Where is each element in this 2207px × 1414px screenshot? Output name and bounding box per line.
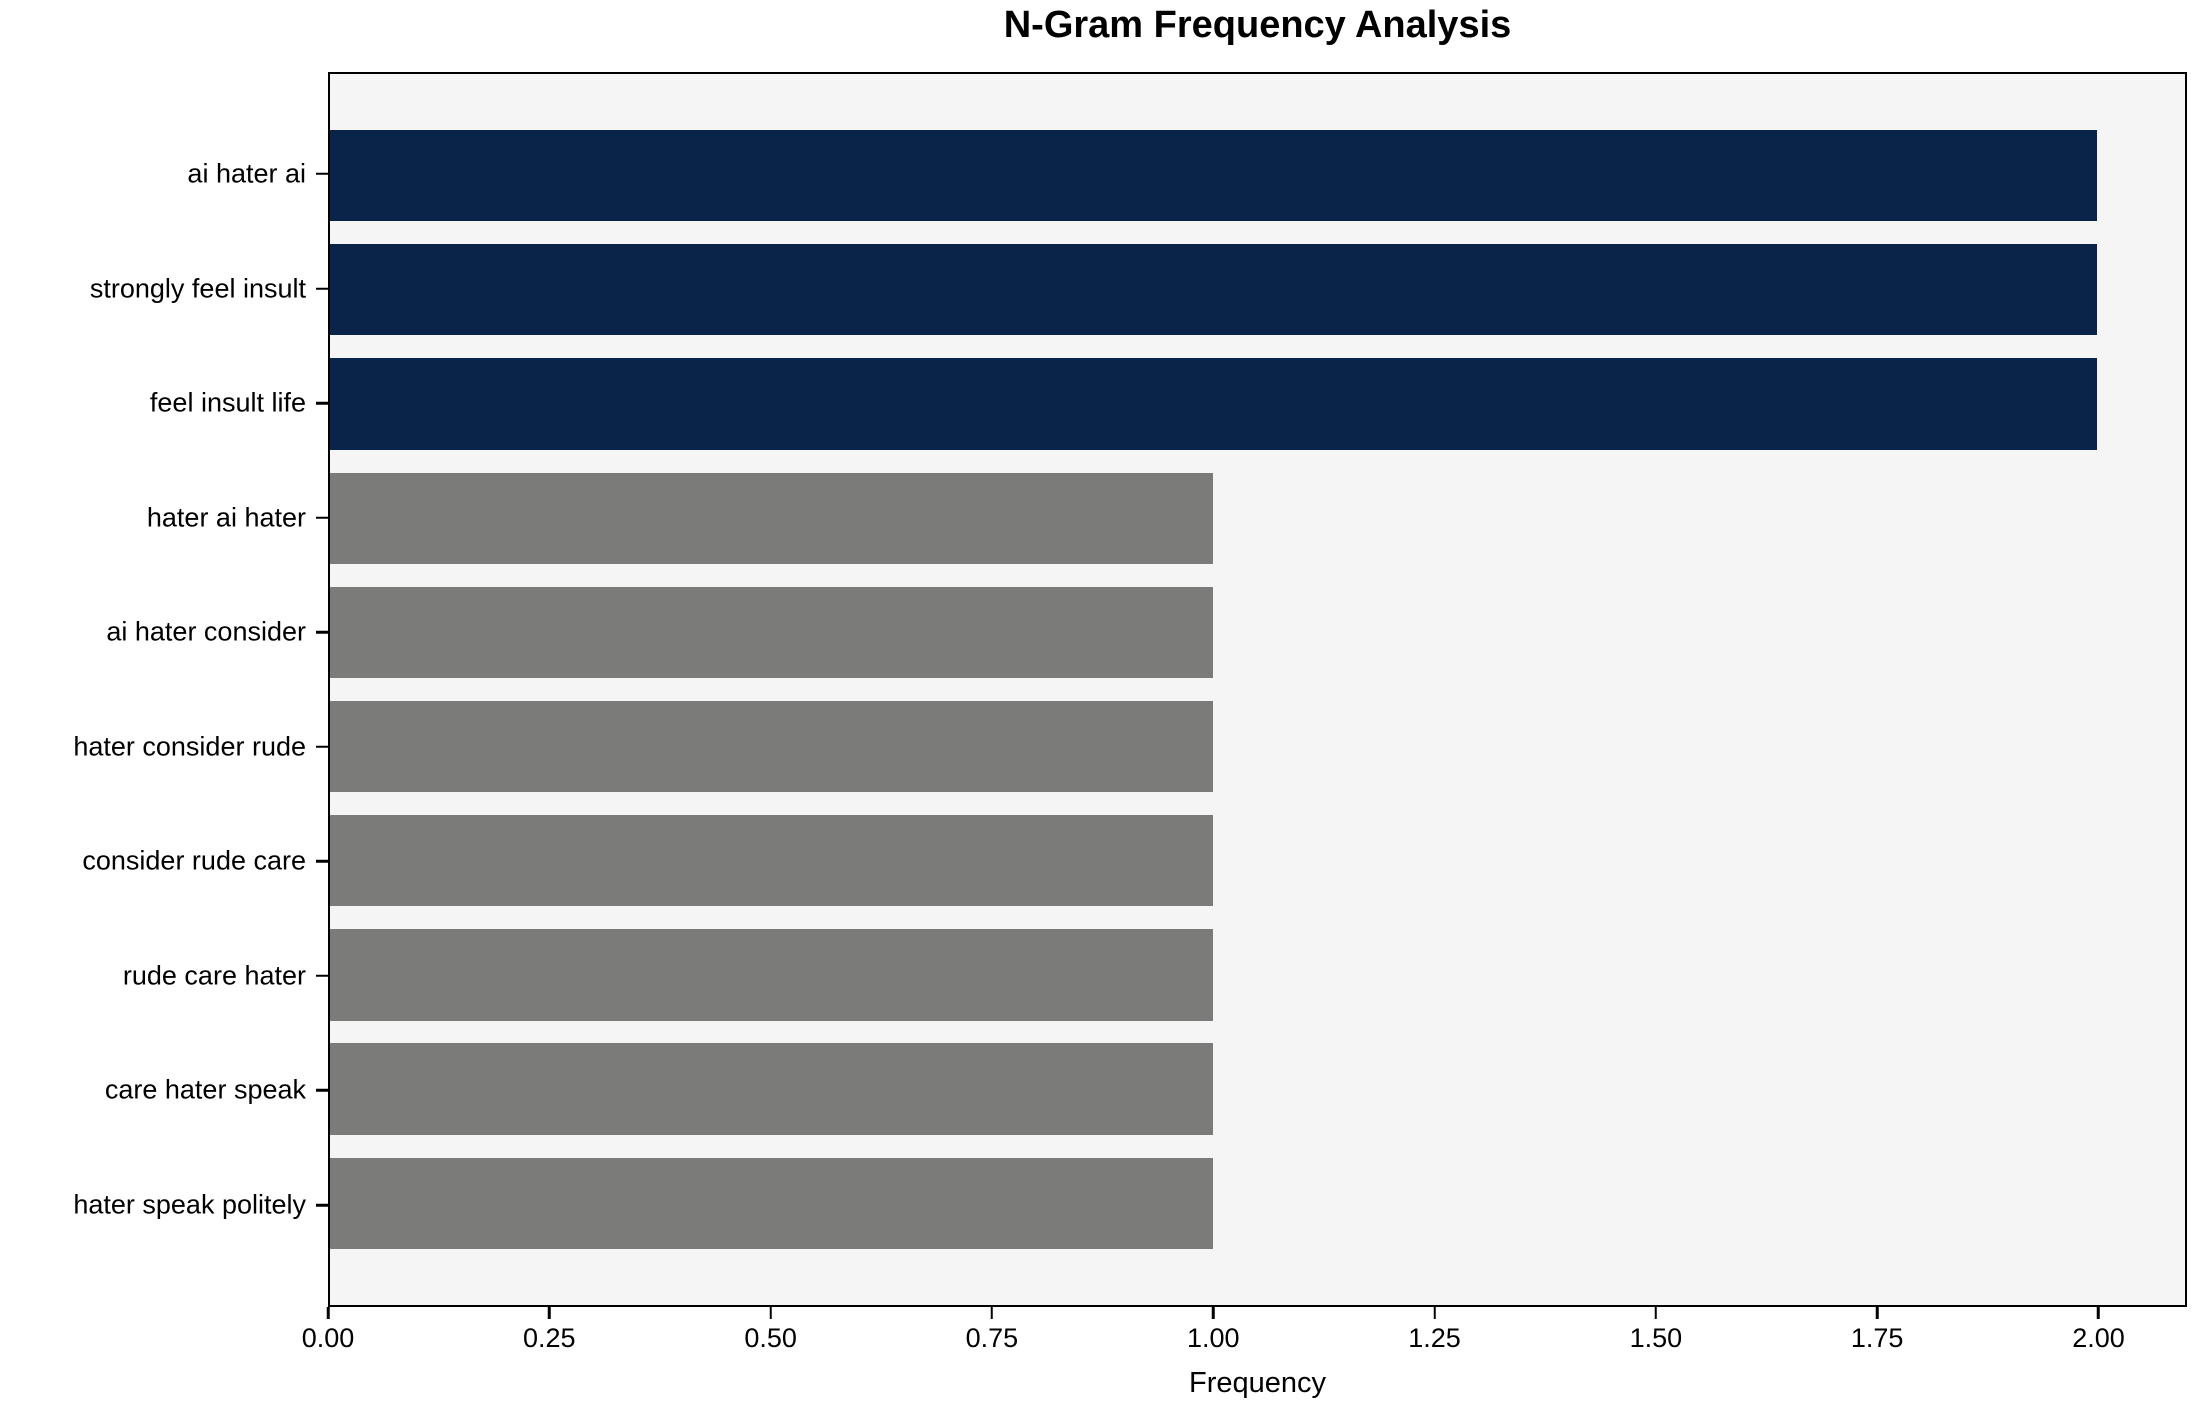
x-tick-mark (326, 1307, 330, 1319)
y-tick-mark (316, 860, 328, 863)
y-axis-label: strongly feel insult (89, 273, 306, 304)
y-tick-mark (316, 974, 328, 978)
bar-ai-hater-ai (330, 129, 2097, 222)
bar-hater-ai-hater (330, 472, 1214, 564)
y-tick-mark (316, 516, 328, 519)
x-tick-mark (1433, 1307, 1436, 1319)
x-tick-label: 0.00 (301, 1323, 355, 1353)
x-tick-mark (769, 1307, 772, 1319)
bar-hater-consider-rude (330, 700, 1214, 793)
y-tick-mark (316, 172, 328, 176)
y-tick-mark (316, 630, 328, 634)
y-axis-label: hater ai hater (146, 502, 306, 533)
y-tick-mark (316, 401, 328, 405)
bar-hater-speak-politely (330, 1157, 1214, 1250)
x-tick-label: 1.50 (1629, 1323, 1683, 1353)
x-axis-title: Frequency (1188, 1367, 1326, 1399)
y-axis-label: ai hater ai (187, 158, 306, 189)
y-axis-label: rude care hater (122, 960, 306, 991)
y-axis-label: hater consider rude (73, 731, 306, 762)
x-tick-mark (1211, 1307, 1215, 1319)
x-tick-label: 0.25 (523, 1323, 576, 1353)
x-axis: Frequency 0.00 0.25 0.50 0.75 1.00 1.25 1.50 1.… (302, 1307, 2187, 1414)
x-tick-label: 0.75 (965, 1323, 1019, 1353)
x-tick-mark (1875, 1307, 1879, 1319)
y-axis-label: feel insult life (149, 387, 306, 418)
y-axis-label: consider rude care (82, 845, 306, 876)
x-tick-label: 2.00 (2072, 1323, 2125, 1353)
chart-title: N-Gram Frequency Analysis (1003, 4, 1512, 46)
bar-care-hater-speak (330, 1043, 1214, 1135)
bar-rude-care-hater (330, 929, 1214, 1021)
bar-strongly-feel-insult (330, 244, 2097, 336)
x-tick-label: 1.00 (1186, 1323, 1240, 1353)
bar-ai-hater-consider (330, 586, 1214, 679)
x-tick-mark (2097, 1307, 2100, 1319)
x-tick-label: 1.75 (1850, 1323, 1904, 1353)
bar-consider-rude-care (330, 815, 1214, 907)
x-tick-mark (548, 1307, 551, 1319)
x-tick-label: 0.50 (744, 1323, 797, 1353)
plot-area (328, 72, 2187, 1307)
y-tick-mark (316, 745, 328, 749)
x-tick-mark (1654, 1307, 1658, 1319)
y-axis-label: care hater speak (104, 1074, 306, 1105)
x-tick-mark (990, 1307, 994, 1319)
x-tick-label: 1.25 (1408, 1323, 1461, 1353)
y-axis-label: ai hater consider (106, 616, 306, 647)
y-axis-labels: ai hater ai strongly feel insult feel insu… (0, 72, 306, 1307)
y-tick-mark (316, 1089, 328, 1092)
y-axis-ticks (316, 72, 328, 1307)
y-tick-mark (316, 287, 328, 290)
y-tick-mark (316, 1203, 328, 1207)
y-axis-label: hater speak politely (73, 1189, 306, 1220)
bar-feel-insult-life (330, 358, 2097, 450)
